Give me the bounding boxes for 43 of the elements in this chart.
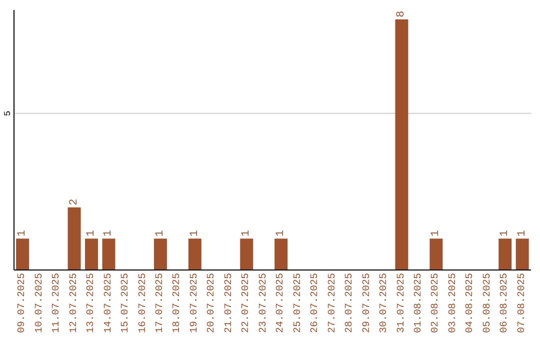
x-tick-label: 23.07.2025	[258, 273, 270, 334]
x-tick-label: 02.08.2025	[430, 273, 442, 334]
x-tick-label: 12.07.2025	[68, 273, 80, 334]
data-label: 8	[396, 10, 408, 18]
x-tick-label: 22.07.2025	[241, 273, 252, 334]
x-tick-label: 27.07.2025	[327, 273, 338, 334]
data-label: 1	[516, 230, 528, 237]
y-tick-label: 5	[3, 110, 13, 116]
x-tick-label: 01.08.2025	[413, 273, 424, 334]
x-tick-label: 30.07.2025	[379, 273, 390, 334]
x-tick-label: 09.07.2025	[17, 273, 28, 334]
x-tick-label: 19.07.2025	[189, 273, 200, 334]
data-label: 1	[86, 230, 98, 237]
x-tick-label: 05.08.2025	[482, 273, 494, 334]
x-tick-label: 10.07.2025	[34, 273, 46, 334]
data-label: 1	[16, 230, 29, 237]
x-tick-label: 20.07.2025	[206, 273, 218, 334]
x-tick-label: 14.07.2025	[103, 273, 114, 334]
data-label: 2	[68, 198, 80, 206]
x-tick-label: 31.07.2025	[396, 273, 408, 334]
data-label: 1	[499, 230, 512, 237]
data-label: 1	[430, 230, 442, 237]
x-tick-label: 25.07.2025	[292, 273, 304, 334]
x-tick-label: 18.07.2025	[172, 273, 184, 334]
data-label: 1	[240, 230, 253, 237]
x-tick-label: 26.07.2025	[310, 273, 322, 334]
x-tick-label: 11.07.2025	[52, 273, 63, 334]
x-tick-label: 06.08.2025	[500, 273, 511, 334]
x-tick-label: 03.08.2025	[448, 273, 459, 334]
x-tick-label: 16.07.2025	[138, 273, 149, 334]
data-label: 1	[188, 230, 201, 237]
x-tick-label: 21.07.2025	[224, 273, 235, 334]
x-tick-label: 28.07.2025	[344, 273, 356, 334]
x-tick-label: 17.07.2025	[154, 273, 166, 334]
data-label: 1	[275, 230, 288, 237]
x-tick-label: 04.08.2025	[465, 273, 476, 334]
data-label: 1	[102, 230, 115, 237]
x-tick-label: 07.08.2025	[516, 273, 528, 334]
x-tick-label: 24.07.2025	[276, 273, 287, 334]
x-tick-label: 13.07.2025	[86, 273, 98, 334]
data-label: 1	[154, 230, 166, 237]
x-tick-label: 29.07.2025	[362, 273, 373, 334]
x-tick-label: 15.07.2025	[120, 273, 132, 334]
